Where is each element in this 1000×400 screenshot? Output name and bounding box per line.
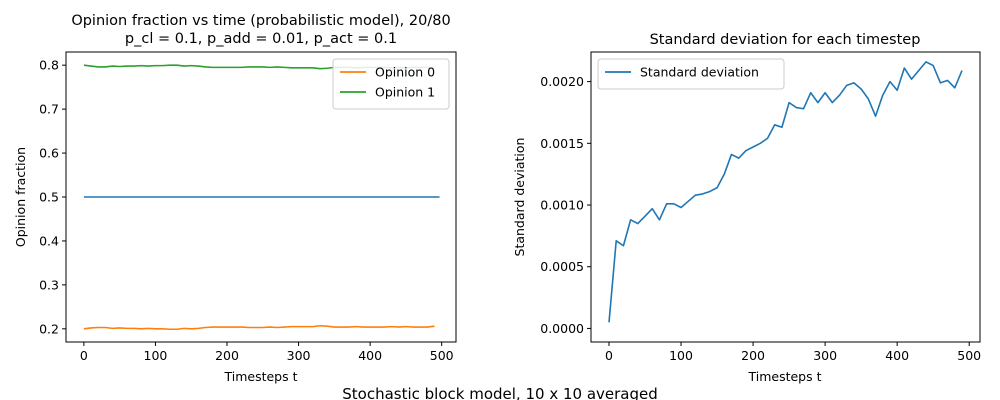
left-series-line-opinion-0	[83, 324, 435, 331]
right-y-tick-label: 0.0020	[540, 74, 584, 89]
figure-suptitle: Stochastic block model, 10 x 10 averaged	[342, 385, 658, 400]
left-legend-label: Opinion 1	[375, 85, 435, 100]
right-legend: Standard deviation	[597, 58, 785, 90]
right-chart-title: Standard deviation for each timestep	[650, 32, 921, 48]
left-chart-title-line1: Opinion fraction vs time (probabilistic …	[71, 13, 450, 29]
left-y-tick-label: 0.5	[39, 190, 59, 205]
left-x-tick-label: 500	[430, 348, 454, 363]
left-legend-label: Opinion 0	[375, 65, 435, 80]
right-x-tick-label: 500	[957, 348, 981, 363]
right-x-tick-label: 0	[605, 348, 613, 363]
left-y-tick-label: 0.7	[39, 102, 59, 117]
left-x-tick-label: 300	[287, 348, 311, 363]
right-axes-frame	[590, 51, 981, 343]
right-y-tick-label: 0.0005	[540, 259, 584, 274]
right-y-axis-label: Standard deviation	[512, 138, 527, 257]
right-legend-label: Standard deviation	[640, 65, 759, 80]
right-x-tick-label: 100	[669, 348, 693, 363]
standard-deviation-chart: Standard deviation for each timestep Tim…	[512, 32, 981, 384]
right-x-tick-label: 200	[741, 348, 765, 363]
right-x-tick-label: 400	[885, 348, 909, 363]
right-x-axis-label: Timesteps t	[747, 369, 821, 384]
left-y-tick-label: 0.4	[39, 233, 59, 248]
left-y-tick-label: 0.3	[39, 277, 59, 292]
left-x-tick-label: 400	[358, 348, 382, 363]
opinion-fraction-chart: Opinion fraction vs time (probabilistic …	[13, 13, 457, 384]
right-legend-box	[597, 58, 785, 90]
left-x-tick-label: 100	[144, 348, 168, 363]
right-y-tick-label: 0.0010	[540, 198, 584, 213]
right-y-tick-label: 0.0015	[540, 136, 584, 151]
right-series-line-standard-deviation	[608, 61, 963, 323]
left-x-axis-label: Timesteps t	[223, 369, 297, 384]
left-y-axis-label: Opinion fraction	[13, 147, 28, 247]
left-legend: Opinion 0 Opinion 1	[332, 58, 450, 110]
left-y-tick-label: 0.6	[39, 146, 59, 161]
left-x-tick-label: 0	[80, 348, 88, 363]
left-y-tick-label: 0.8	[39, 58, 59, 73]
right-y-tick-label: 0.0000	[540, 321, 584, 336]
left-y-tick-label: 0.2	[39, 321, 59, 336]
left-chart-title-line2: p_cl = 0.1, p_add = 0.01, p_act = 0.1	[125, 31, 397, 47]
left-x-tick-label: 200	[215, 348, 239, 363]
right-x-tick-label: 300	[813, 348, 837, 363]
